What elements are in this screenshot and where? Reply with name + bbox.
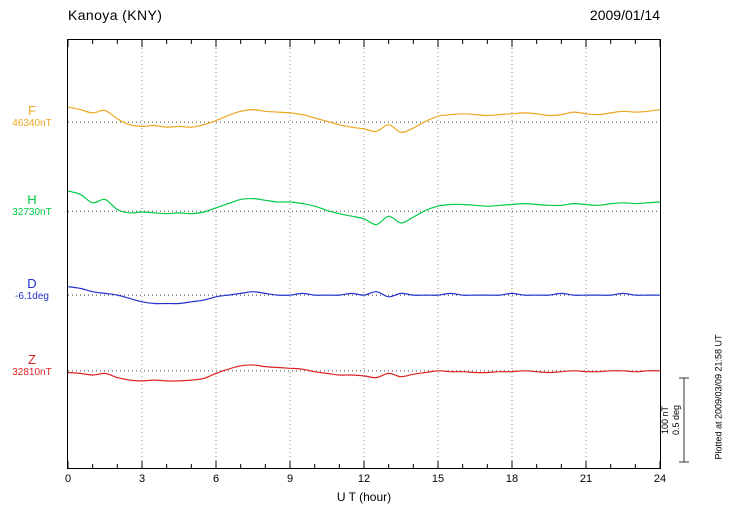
date-label: 2009/01/14: [589, 7, 660, 23]
channel-value-F: 46340nT: [12, 118, 52, 130]
channel-letter-H: H: [27, 192, 37, 208]
page-title: Kanoya (KNY): [68, 7, 163, 23]
channel-letter-F: F: [28, 103, 36, 119]
x-axis-title: U T (hour): [336, 490, 392, 504]
plotted-at-note: Plotted at 2009/03/09 21:58 UT: [713, 334, 724, 460]
channel-label-F: F 46340nT: [2, 103, 62, 130]
x-tick-label-24: 24: [653, 473, 667, 485]
x-tick-label-9: 9: [286, 473, 294, 485]
channel-label-H: H 32730nT: [2, 192, 62, 219]
plot-frame: [67, 39, 661, 469]
x-tick-label-12: 12: [357, 473, 371, 485]
scale-bar-label-nt: 100 nT: [660, 405, 670, 435]
channel-value-D: -6.1deg: [15, 291, 49, 303]
scale-bar: [679, 377, 689, 463]
x-tick-label-18: 18: [505, 473, 519, 485]
x-tick-label-6: 6: [212, 473, 220, 485]
scale-bar-labels: 100 nT 0.5 deg: [660, 390, 682, 450]
trace-H: [68, 190, 660, 226]
trace-F: [68, 106, 660, 133]
x-tick-label-3: 3: [138, 473, 146, 485]
channel-value-Z: 32810nT: [12, 366, 52, 378]
channel-label-Z: Z 32810nT: [2, 351, 62, 378]
scale-bar-label-deg: 0.5 deg: [671, 404, 681, 436]
x-tick-label-0: 0: [64, 473, 72, 485]
trace-D: [68, 286, 660, 305]
x-tick-label-21: 21: [579, 473, 593, 485]
channel-letter-Z: Z: [28, 351, 36, 367]
magnetogram-chart: [68, 40, 660, 468]
channel-label-D: D -6.1deg: [2, 276, 62, 303]
channel-letter-D: D: [27, 276, 37, 292]
x-tick-label-15: 15: [431, 473, 445, 485]
channel-value-H: 32730nT: [12, 207, 52, 219]
trace-Z: [68, 364, 660, 382]
